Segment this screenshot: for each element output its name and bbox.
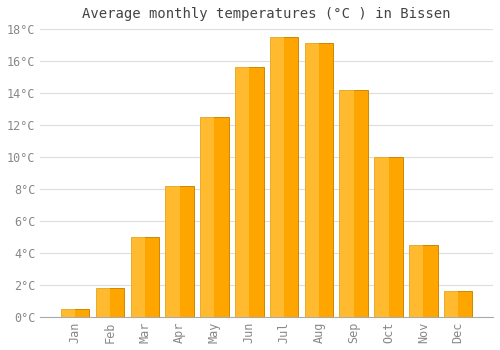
Bar — [235, 68, 250, 317]
Bar — [374, 157, 403, 317]
Bar — [96, 288, 124, 317]
Bar — [304, 43, 333, 317]
Bar — [409, 245, 438, 317]
Title: Average monthly temperatures (°C ) in Bissen: Average monthly temperatures (°C ) in Bi… — [82, 7, 451, 21]
Bar — [444, 291, 458, 317]
Bar — [340, 90, 353, 317]
Bar — [200, 117, 214, 317]
Bar — [96, 288, 110, 317]
Bar — [304, 43, 319, 317]
Bar — [166, 186, 194, 317]
Bar — [166, 186, 179, 317]
Bar — [130, 237, 145, 317]
Bar — [270, 37, 284, 317]
Bar — [444, 291, 472, 317]
Bar — [200, 117, 228, 317]
Bar — [409, 245, 424, 317]
Bar — [61, 309, 75, 317]
Bar — [235, 68, 264, 317]
Bar — [270, 37, 298, 317]
Bar — [61, 309, 90, 317]
Bar — [374, 157, 388, 317]
Bar — [130, 237, 159, 317]
Bar — [340, 90, 368, 317]
